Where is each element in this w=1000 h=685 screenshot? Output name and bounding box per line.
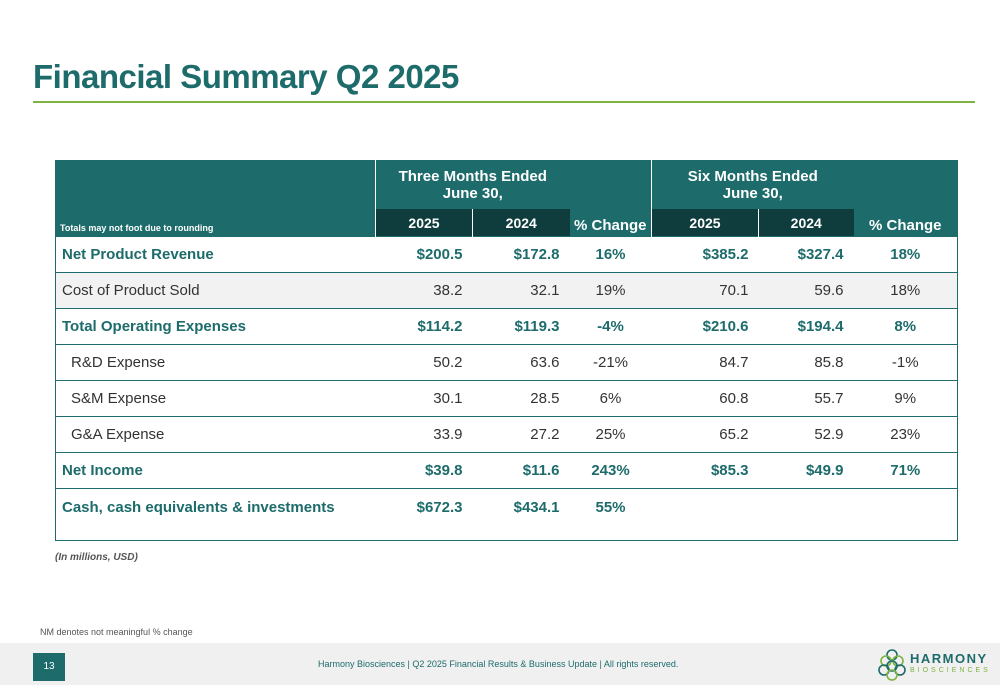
logo-name: HARMONY — [910, 651, 988, 666]
three-months-date: June 30, — [442, 184, 503, 202]
cell-h-pct: -1% — [853, 344, 958, 381]
cell-q2-2024: $119.3 — [472, 308, 570, 345]
six-months-date: June 30, — [722, 184, 783, 202]
footer-bar — [0, 643, 1000, 685]
page-number: 13 — [33, 653, 65, 681]
cell-q2-2024: $11.6 — [472, 452, 570, 489]
row-label: Total Operating Expenses — [55, 308, 376, 345]
row-label: Net Product Revenue — [55, 236, 376, 273]
cell-h1-2024: $194.4 — [758, 308, 854, 345]
three-months-pct-header: % Change — [569, 160, 652, 237]
table-row-net-income: Net Income $39.8 $11.6 243% $85.3 $49.9 … — [55, 452, 958, 489]
cell-h1-2024: 55.7 — [758, 380, 854, 417]
row-label: Cost of Product Sold — [55, 272, 376, 309]
footer-text: Harmony Biosciences | Q2 2025 Financial … — [318, 659, 679, 669]
table-row-cash: Cash, cash equivalents & investments $67… — [55, 488, 958, 541]
cell-q2-2024: 32.1 — [472, 272, 570, 309]
table-row-net-product-revenue: Net Product Revenue $200.5 $172.8 16% $3… — [55, 236, 958, 273]
cell-h-pct — [853, 488, 958, 541]
cell-q2-2025: $672.3 — [375, 488, 473, 541]
cell-q2-2024: $172.8 — [472, 236, 570, 273]
table-row-total-operating-expenses: Total Operating Expenses $114.2 $119.3 -… — [55, 308, 958, 345]
cell-h-pct: 9% — [853, 380, 958, 417]
cell-q2-2024: 28.5 — [472, 380, 570, 417]
cell-q2-2024: 27.2 — [472, 416, 570, 453]
cell-h1-2025: 65.2 — [651, 416, 759, 453]
rounding-note: Totals may not foot due to rounding — [55, 160, 376, 237]
row-label: S&M Expense — [55, 380, 376, 417]
cell-h-pct: 18% — [853, 236, 958, 273]
six-months-2025-header: 2025 — [651, 209, 759, 237]
logo-subtitle: BIOSCIENCES — [910, 667, 991, 674]
cell-q-pct: 16% — [569, 236, 652, 273]
row-label: Net Income — [55, 452, 376, 489]
cell-q2-2024: 63.6 — [472, 344, 570, 381]
cell-h1-2024: $49.9 — [758, 452, 854, 489]
harmony-logo-mark-icon — [878, 649, 906, 681]
cell-h1-2024: 59.6 — [758, 272, 854, 309]
cell-q2-2025: $114.2 — [375, 308, 473, 345]
cell-h1-2025: $210.6 — [651, 308, 759, 345]
cell-q-pct: 6% — [569, 380, 652, 417]
cell-h1-2025: $85.3 — [651, 452, 759, 489]
cell-h1-2025: $385.2 — [651, 236, 759, 273]
table-row-ga-expense: G&A Expense 33.9 27.2 25% 65.2 52.9 23% — [55, 416, 958, 453]
six-months-2024-header: 2024 — [757, 209, 854, 237]
cell-h1-2024: 52.9 — [758, 416, 854, 453]
row-label: G&A Expense — [55, 416, 376, 453]
cell-q2-2025: 33.9 — [375, 416, 473, 453]
units-note: (In millions, USD) — [55, 552, 138, 563]
table-row-sm-expense: S&M Expense 30.1 28.5 6% 60.8 55.7 9% — [55, 380, 958, 417]
cell-h-pct: 18% — [853, 272, 958, 309]
three-months-title: Three Months Ended — [398, 167, 547, 185]
page-title: Financial Summary Q2 2025 — [33, 58, 459, 95]
cell-q-pct: -4% — [569, 308, 652, 345]
three-months-2024-header: 2024 — [472, 209, 570, 237]
row-label: Cash, cash equivalents & investments — [55, 488, 376, 541]
six-months-pct-header: % Change — [853, 160, 958, 237]
cell-q-pct: 25% — [569, 416, 652, 453]
cell-q2-2025: 38.2 — [375, 272, 473, 309]
table-row-rd-expense: R&D Expense 50.2 63.6 -21% 84.7 85.8 -1% — [55, 344, 958, 381]
row-label: R&D Expense — [55, 344, 376, 381]
cell-q-pct: 55% — [569, 488, 652, 541]
cell-q-pct: 243% — [569, 452, 652, 489]
cell-h1-2025: 84.7 — [651, 344, 759, 381]
cell-h1-2024 — [758, 488, 854, 541]
cell-h1-2024: $327.4 — [758, 236, 854, 273]
cell-q-pct: -21% — [569, 344, 652, 381]
cell-q2-2025: $200.5 — [375, 236, 473, 273]
table-row-cost-of-product-sold: Cost of Product Sold 38.2 32.1 19% 70.1 … — [55, 272, 958, 309]
title-divider — [33, 101, 975, 103]
cell-q2-2025: $39.8 — [375, 452, 473, 489]
three-months-header: Three Months Ended June 30, — [375, 160, 570, 209]
cell-h1-2025: 70.1 — [651, 272, 759, 309]
cell-h1-2025: 60.8 — [651, 380, 759, 417]
cell-h1-2025 — [651, 488, 759, 541]
cell-h1-2024: 85.8 — [758, 344, 854, 381]
cell-q2-2025: 30.1 — [375, 380, 473, 417]
harmony-logo: HARMONY BIOSCIENCES — [876, 648, 988, 682]
financial-summary-table: Totals may not foot due to rounding Thre… — [55, 160, 959, 541]
cell-h-pct: 71% — [853, 452, 958, 489]
cell-h-pct: 8% — [853, 308, 958, 345]
six-months-header: Six Months Ended June 30, — [650, 160, 854, 209]
three-months-2025-header: 2025 — [375, 209, 473, 237]
cell-q-pct: 19% — [569, 272, 652, 309]
cell-h-pct: 23% — [853, 416, 958, 453]
six-months-title: Six Months Ended — [687, 167, 818, 185]
nm-note: NM denotes not meaningful % change — [40, 627, 193, 637]
cell-q2-2024: $434.1 — [472, 488, 570, 541]
cell-q2-2025: 50.2 — [375, 344, 473, 381]
